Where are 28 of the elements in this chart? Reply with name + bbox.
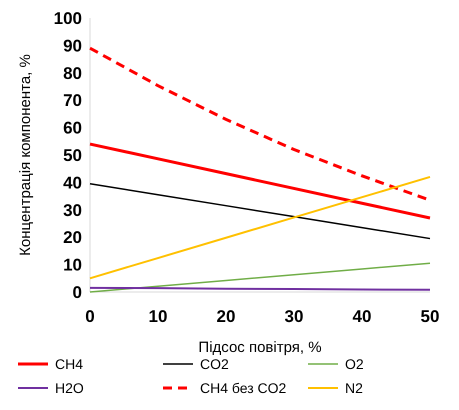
x-axis-title: Підсос повітря, % — [198, 339, 322, 356]
y-axis-title: Концентрація компонента, % — [17, 54, 34, 256]
y-tick-label: 10 — [63, 256, 82, 275]
y-tick-label: 70 — [63, 91, 82, 110]
y-tick-label: 50 — [63, 146, 82, 165]
y-tick-label: 20 — [63, 228, 82, 248]
legend-label: CH4 без CO2 — [200, 380, 287, 396]
y-tick-label: 60 — [63, 118, 82, 138]
legend-label: N2 — [345, 380, 364, 396]
legend-label: O2 — [345, 356, 364, 372]
y-tick-label: 40 — [63, 173, 82, 192]
x-tick-label: 50 — [420, 307, 440, 326]
y-tick-label: 30 — [63, 200, 82, 220]
line-series — [88, 142, 432, 220]
y-tick-label: 0 — [72, 282, 82, 302]
x-tick-label: 20 — [216, 307, 236, 326]
y-tick-label: 90 — [63, 36, 82, 56]
x-tick-label: 40 — [352, 307, 372, 326]
line-series — [89, 176, 431, 280]
x-tick-label: 0 — [85, 307, 95, 326]
y-tick-label: 80 — [63, 64, 82, 83]
y-tick-label: 100 — [54, 8, 82, 28]
legend-label: H2O — [55, 380, 84, 396]
x-tick-label: 10 — [148, 307, 168, 326]
x-tick-label: 30 — [284, 307, 304, 326]
line-series — [89, 183, 431, 240]
legend-label: CO2 — [200, 356, 229, 372]
legend-label: CH4 — [55, 356, 84, 372]
